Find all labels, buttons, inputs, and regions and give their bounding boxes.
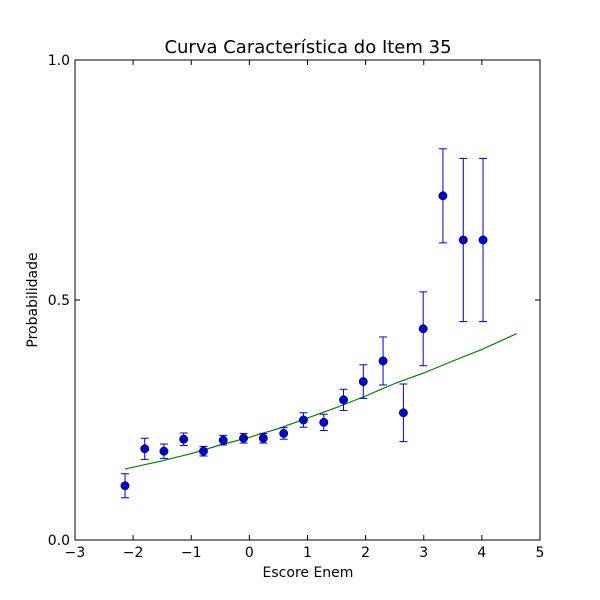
x-tick-label: 2	[361, 545, 370, 561]
data-point	[438, 191, 448, 201]
y-tick-label: 1.0	[48, 53, 70, 69]
y-tick-label: 0.5	[48, 293, 70, 309]
chart-title: Curva Característica do Item 35	[164, 37, 451, 58]
data-point	[199, 446, 208, 456]
x-tick-label: 5	[536, 545, 545, 561]
data-point	[258, 433, 268, 443]
data-point	[478, 235, 488, 245]
data-point	[458, 235, 468, 245]
x-tick-label: 1	[303, 545, 312, 561]
data-point	[218, 435, 228, 445]
plot-frame	[74, 59, 541, 541]
x-tick-label: 3	[419, 545, 428, 561]
x-tick-label: −1	[181, 545, 202, 561]
model-curve	[124, 333, 518, 470]
data-point	[239, 433, 249, 443]
data-point	[279, 428, 289, 438]
data-point	[319, 417, 329, 427]
x-tick-label: 0	[245, 545, 254, 561]
data-point	[120, 481, 130, 491]
data-point	[140, 444, 150, 454]
x-tick-label: 4	[477, 545, 486, 561]
data-point	[378, 356, 388, 366]
data-point	[339, 395, 348, 405]
data-point	[159, 446, 169, 456]
plot-area: −3 −2 −1 0 1 2 3 4 5 0.0 0.5 1.0	[48, 53, 545, 561]
data-point	[298, 415, 308, 425]
data-point	[358, 377, 368, 387]
data-point	[398, 408, 408, 418]
x-tick-label: −3	[65, 545, 86, 561]
y-tick-label: 0.0	[48, 533, 70, 549]
x-tick-label: −2	[123, 545, 144, 561]
data-point	[418, 324, 428, 334]
data-point	[179, 434, 189, 444]
x-axis-label: Escore Enem	[263, 565, 354, 581]
y-axis-label: Probabilidade	[25, 252, 41, 347]
